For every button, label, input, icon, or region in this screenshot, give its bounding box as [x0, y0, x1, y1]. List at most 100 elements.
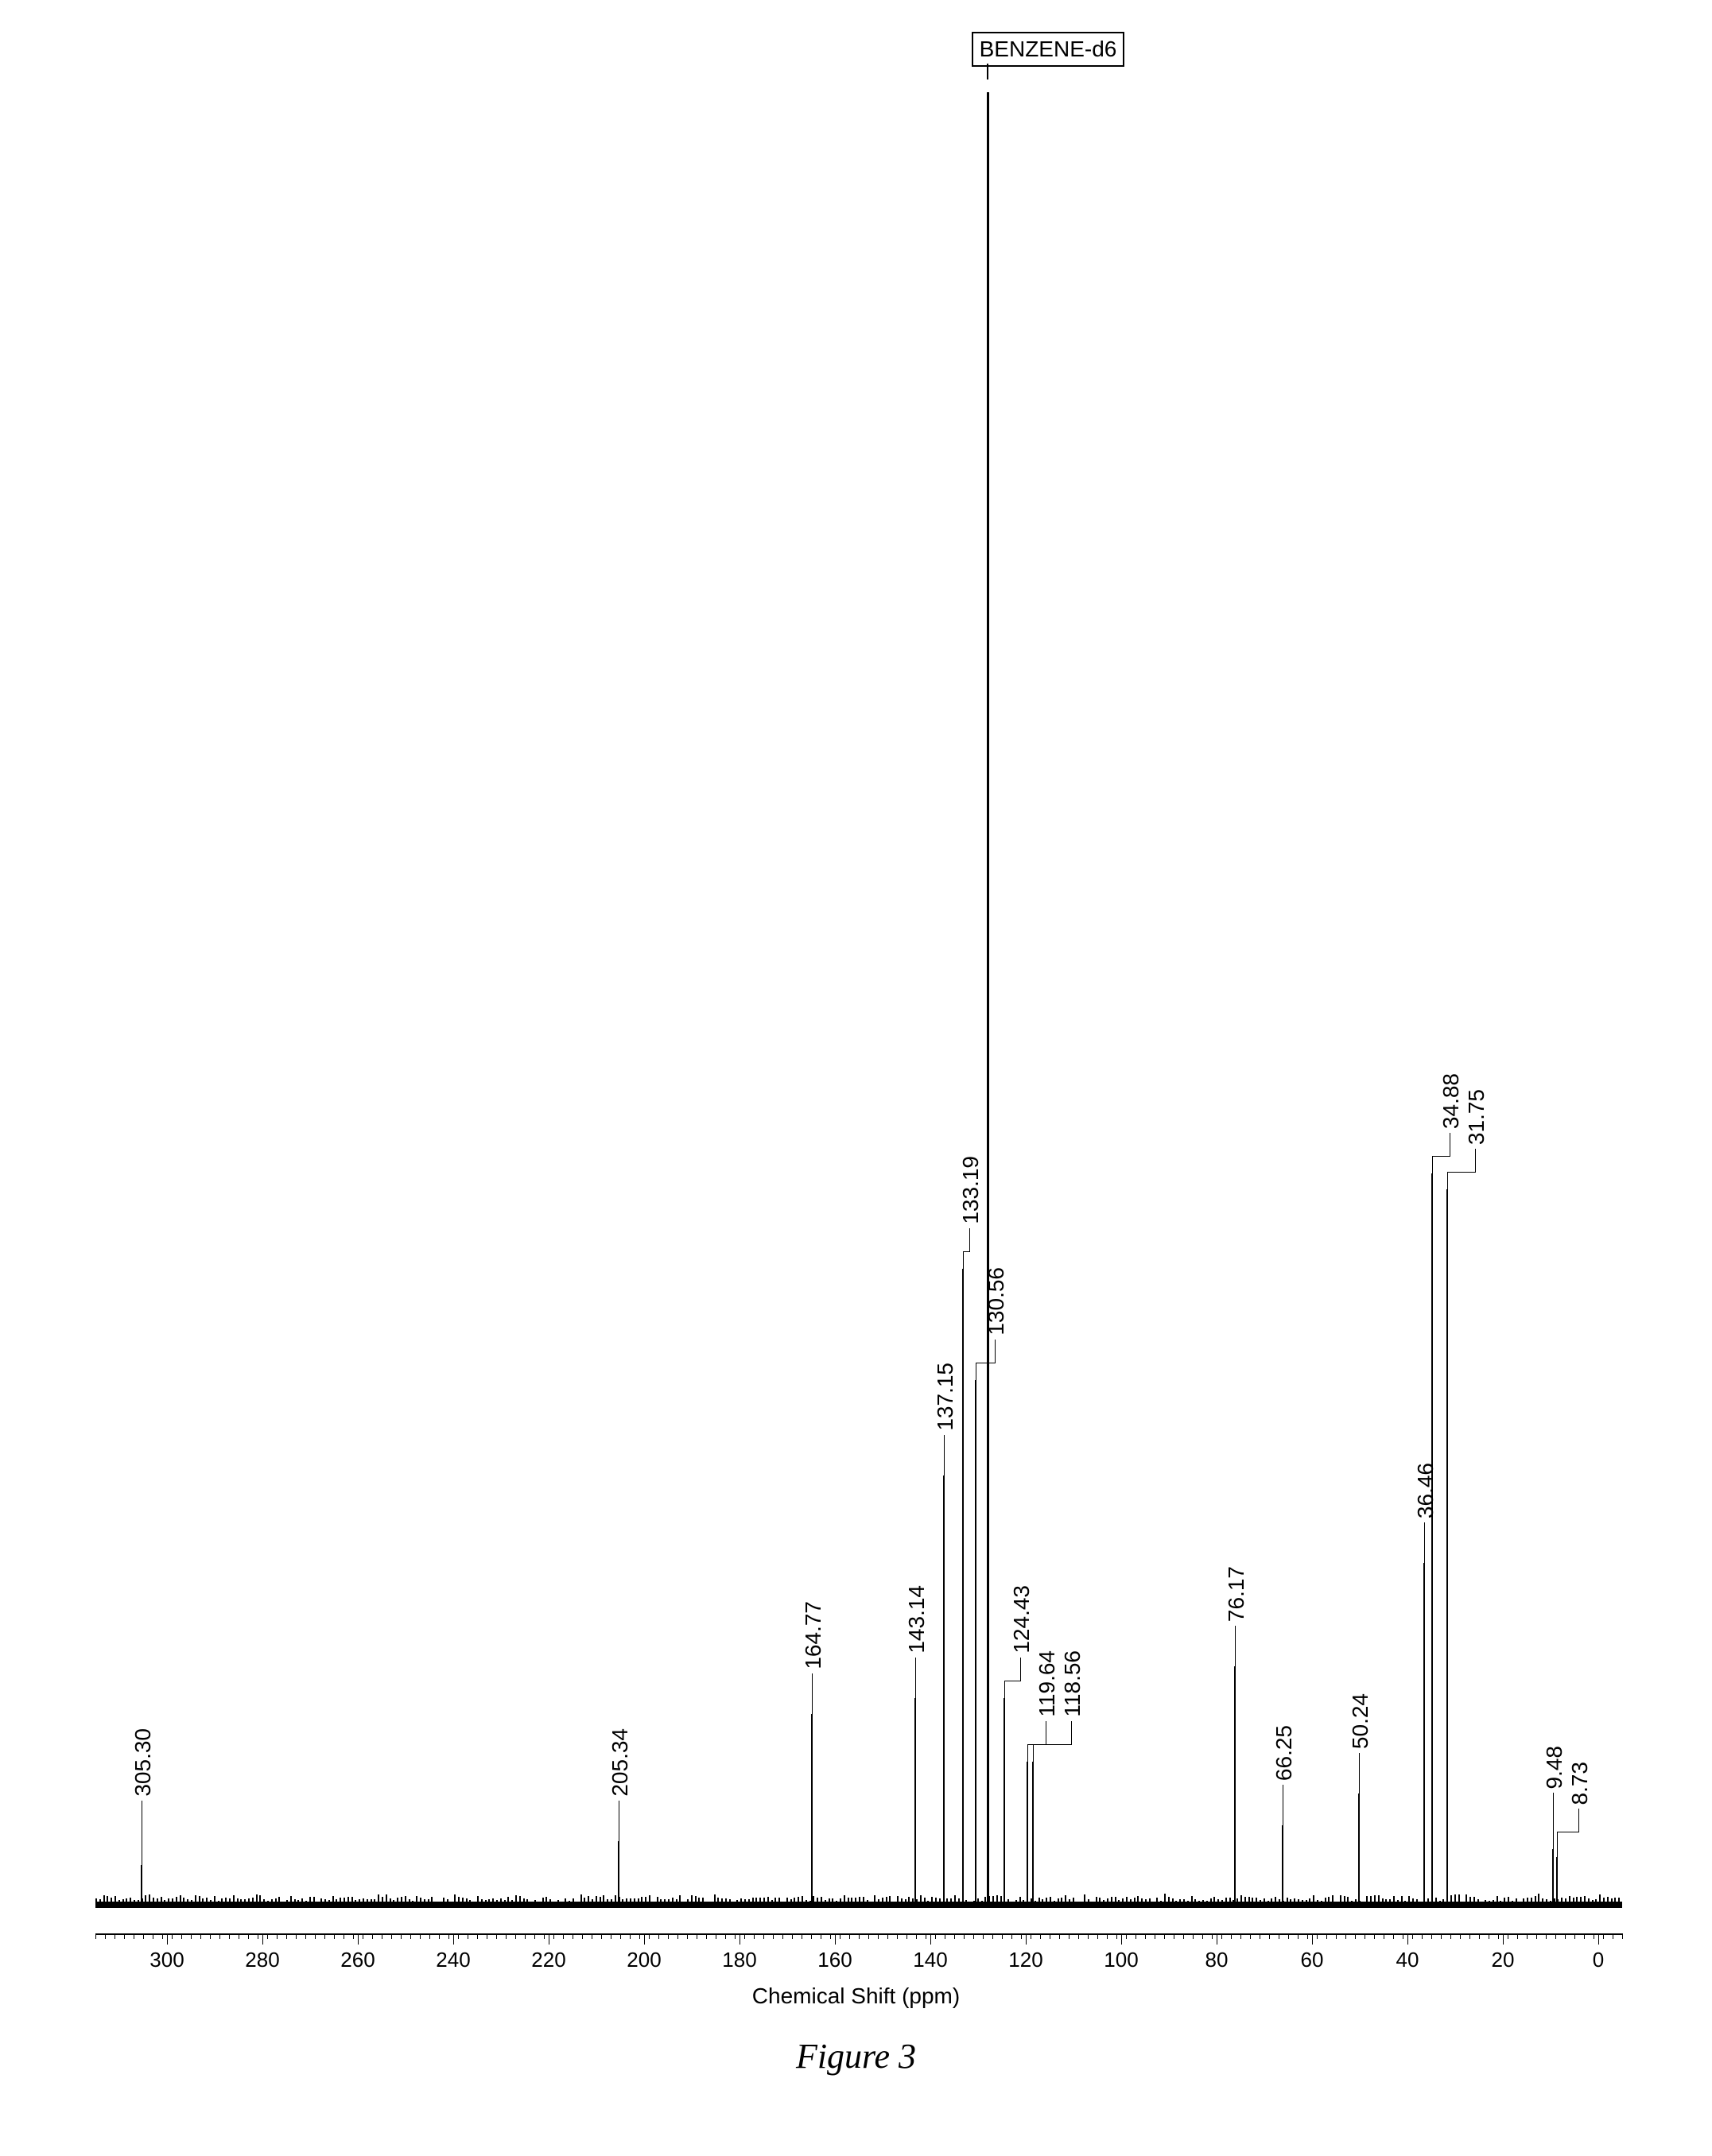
x-tick-minor: [1345, 1933, 1346, 1939]
baseline-noise: [1442, 1899, 1444, 1906]
x-tick-minor: [1183, 1933, 1184, 1939]
baseline-noise: [240, 1899, 242, 1903]
x-tick-minor: [1126, 1933, 1127, 1939]
baseline-noise: [1347, 1897, 1349, 1902]
x-tick-minor: [1622, 1933, 1623, 1939]
baseline-noise: [477, 1896, 479, 1902]
baseline-noise: [996, 1895, 998, 1902]
peak-leader: [1071, 1721, 1072, 1745]
baseline-noise: [1023, 1900, 1024, 1904]
baseline-noise: [145, 1895, 146, 1902]
baseline-noise: [1439, 1901, 1441, 1906]
x-tick-minor: [1040, 1933, 1041, 1939]
baseline-noise: [1213, 1897, 1215, 1904]
x-tick-minor: [1565, 1933, 1566, 1939]
peak-leader: [1235, 1650, 1236, 1669]
x-tick-minor: [353, 1933, 354, 1939]
peak-leader: [944, 1459, 945, 1479]
baseline-noise: [286, 1900, 288, 1905]
peak-leader-diag: [1033, 1744, 1071, 1745]
baseline-noise: [1256, 1898, 1257, 1905]
x-tick-minor: [811, 1933, 812, 1939]
baseline-noise: [657, 1897, 658, 1903]
baseline-noise: [1191, 1896, 1193, 1902]
baseline-noise: [1007, 1899, 1009, 1902]
baseline-noise: [134, 1900, 135, 1906]
baseline-noise: [1099, 1898, 1101, 1902]
baseline-noise: [1126, 1897, 1128, 1902]
x-tick-minor: [391, 1933, 392, 1939]
baseline-noise: [736, 1900, 738, 1906]
x-tick-minor: [1479, 1933, 1480, 1939]
x-tick-minor: [1231, 1933, 1232, 1939]
baseline-noise: [1252, 1898, 1253, 1902]
nmr-peak: [962, 1269, 964, 1905]
baseline-noise: [210, 1900, 212, 1904]
peak-leader: [1424, 1546, 1425, 1566]
x-tick-minor: [439, 1933, 440, 1939]
baseline-noise: [1061, 1898, 1062, 1902]
baseline-noise: [626, 1898, 627, 1906]
baseline-noise: [1408, 1896, 1410, 1902]
baseline-noise: [1477, 1899, 1479, 1903]
x-tick-minor: [1422, 1933, 1423, 1939]
baseline-noise: [142, 1898, 143, 1904]
baseline-noise: [1469, 1897, 1471, 1904]
baseline-noise: [1153, 1902, 1155, 1906]
peak-leader: [969, 1228, 970, 1252]
baseline-noise: [844, 1895, 845, 1902]
x-tick-label: 220: [531, 1948, 565, 1972]
baseline-noise: [946, 1898, 948, 1906]
baseline-noise: [1194, 1899, 1196, 1904]
baseline-noise: [973, 1901, 975, 1904]
x-tick-minor: [754, 1933, 755, 1939]
baseline-noise: [1557, 1899, 1559, 1903]
baseline-noise: [1454, 1894, 1456, 1902]
baseline-noise: [702, 1898, 704, 1902]
peak-label: 133.19: [958, 1156, 984, 1224]
x-tick-minor: [849, 1933, 850, 1939]
baseline-noise: [431, 1897, 433, 1905]
baseline-noise: [1481, 1902, 1482, 1906]
baseline-noise: [351, 1897, 353, 1905]
x-tick-minor: [973, 1933, 974, 1939]
baseline-noise: [401, 1897, 402, 1903]
x-tick-minor: [1212, 1933, 1213, 1939]
baseline-noise: [939, 1898, 941, 1906]
baseline-noise: [328, 1900, 330, 1906]
baseline-noise: [1450, 1895, 1452, 1903]
peak-leader: [1424, 1522, 1425, 1546]
x-tick-label: 260: [340, 1948, 375, 1972]
x-tick-minor: [1460, 1933, 1461, 1939]
peak-label: 205.34: [608, 1728, 633, 1797]
baseline-noise: [1550, 1901, 1551, 1905]
baseline-noise: [848, 1898, 849, 1904]
x-tick-minor: [1164, 1933, 1165, 1939]
nmr-peak: [1358, 1793, 1360, 1905]
baseline-noise: [1077, 1902, 1078, 1906]
baseline-noise: [374, 1899, 375, 1905]
x-tick-minor: [334, 1933, 335, 1939]
baseline-noise: [1248, 1897, 1250, 1904]
baseline-noise: [1359, 1901, 1361, 1906]
baseline-noise: [332, 1896, 334, 1903]
x-tick-minor: [1546, 1933, 1547, 1939]
baseline-noise: [1336, 1902, 1337, 1906]
x-tick-minor: [897, 1933, 898, 1939]
baseline-noise: [897, 1896, 899, 1902]
baseline-noise: [763, 1898, 765, 1904]
baseline-noise: [580, 1894, 582, 1902]
baseline-noise: [485, 1900, 487, 1904]
baseline-noise: [1523, 1898, 1524, 1906]
x-tick-minor: [744, 1933, 745, 1939]
baseline-noise: [488, 1899, 490, 1903]
baseline-noise: [320, 1898, 322, 1904]
x-tick-minor: [219, 1933, 220, 1939]
baseline-noise: [634, 1898, 635, 1906]
baseline-noise: [1404, 1901, 1406, 1904]
x-tick-minor: [868, 1933, 869, 1939]
baseline-noise: [439, 1902, 441, 1906]
x-tick-minor: [534, 1933, 535, 1939]
baseline-noise: [390, 1898, 391, 1903]
baseline-noise: [691, 1895, 693, 1903]
